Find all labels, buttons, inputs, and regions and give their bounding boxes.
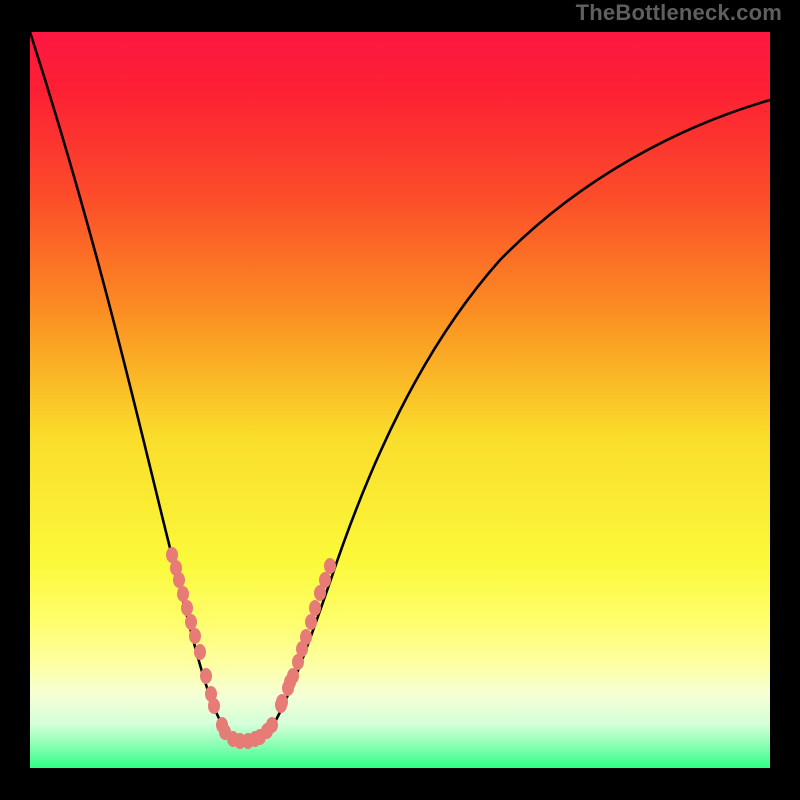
- data-marker: [200, 668, 212, 684]
- data-marker: [177, 586, 189, 602]
- data-marker: [173, 572, 185, 588]
- data-marker: [300, 629, 312, 645]
- data-marker: [324, 558, 336, 574]
- data-marker: [266, 717, 278, 733]
- chart-svg: [0, 0, 800, 800]
- data-marker: [181, 600, 193, 616]
- bottleneck-chart: TheBottleneck.com: [0, 0, 800, 800]
- data-marker: [276, 694, 288, 710]
- data-marker: [189, 628, 201, 644]
- data-marker: [319, 572, 331, 588]
- data-marker: [194, 644, 206, 660]
- watermark-text: TheBottleneck.com: [576, 0, 782, 26]
- data-marker: [208, 698, 220, 714]
- data-marker: [287, 668, 299, 684]
- plot-background: [30, 32, 770, 768]
- data-marker: [309, 600, 321, 616]
- data-marker: [185, 614, 197, 630]
- data-marker: [305, 614, 317, 630]
